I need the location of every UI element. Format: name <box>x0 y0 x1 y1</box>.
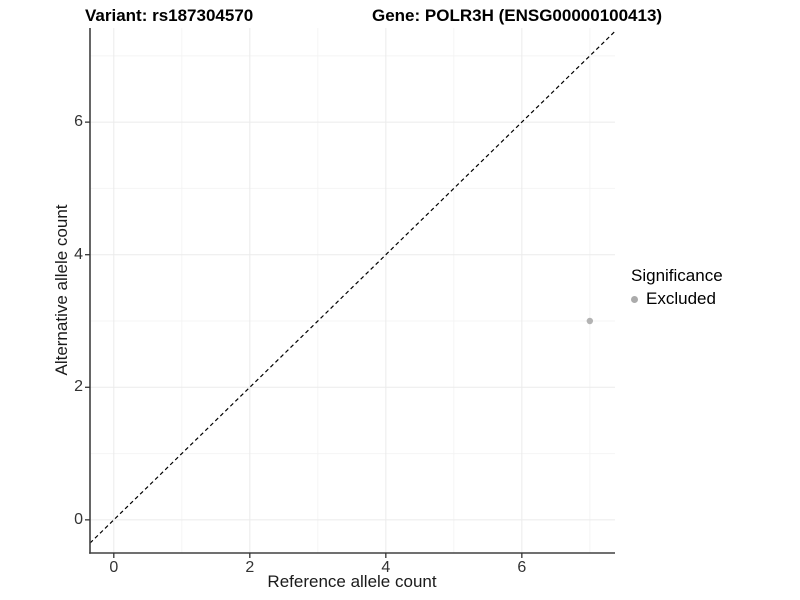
y-tick-label: 0 <box>74 510 83 528</box>
x-tick-label: 2 <box>245 559 255 576</box>
legend-title: Significance <box>631 266 723 285</box>
identity-dashed-line <box>89 30 616 544</box>
x-tick-label: 6 <box>517 559 527 576</box>
x-tick-label: 4 <box>381 559 391 576</box>
x-axis-title: Reference allele count <box>267 572 437 591</box>
x-tick-label: 0 <box>109 559 119 576</box>
legend-item-excluded: Excluded <box>631 289 723 309</box>
y-tick-label: 6 <box>74 113 83 131</box>
legend-marker-circle-icon <box>631 295 638 303</box>
legend: Significance Excluded <box>631 266 723 309</box>
y-tick-label: 4 <box>74 245 83 263</box>
y-axis-title: Alternative allele count <box>52 204 71 376</box>
data-point <box>586 317 594 325</box>
plot-title-variant: Variant: rs187304570 <box>85 6 254 25</box>
plot-title-gene: Gene: POLR3H (ENSG00000100413) <box>372 6 663 25</box>
legend-item-label: Excluded <box>646 289 716 308</box>
y-tick-label: 2 <box>74 378 83 396</box>
